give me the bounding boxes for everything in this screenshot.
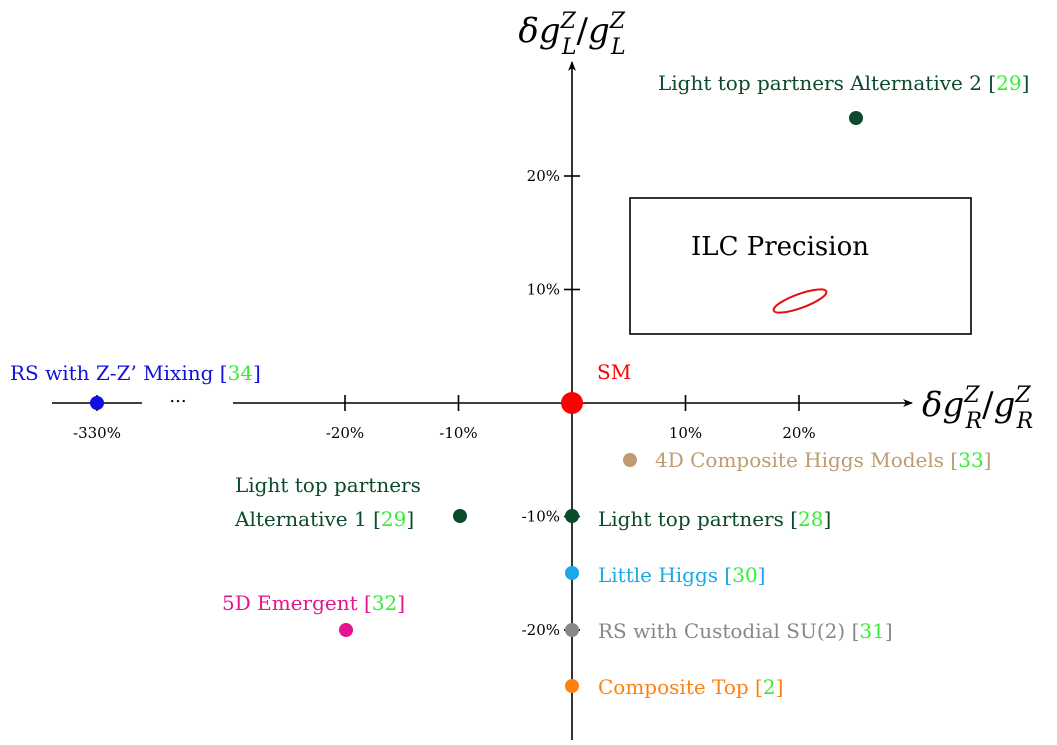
y-axis-title-sup: Z <box>560 9 577 34</box>
bracket-close: ] <box>1022 71 1030 95</box>
point-label: RS with Z-Z’ Mixing [34] <box>10 361 261 385</box>
citation-ref[interactable]: 31 <box>859 619 884 643</box>
point-label: Light top partners Alternative 2 [29] <box>658 71 1029 95</box>
bracket-open: [ <box>790 507 798 531</box>
precision-box-label: ILC Precision <box>691 232 869 262</box>
citation-ref[interactable]: 32 <box>372 591 397 615</box>
point-label-name: RS with Custodial SU(2) <box>598 619 852 643</box>
data-point <box>339 623 353 637</box>
precision-ellipse <box>772 288 828 314</box>
citation-ref[interactable]: 30 <box>732 563 757 587</box>
bracket-open: [ <box>364 591 372 615</box>
x-axis-title-sep: / <box>982 385 994 425</box>
x-tick-label: 20% <box>782 424 815 442</box>
x-tick-label: 10% <box>669 424 702 442</box>
y-tick-label: -10% <box>522 508 560 526</box>
precision-box-group: ILC Precision <box>629 197 972 335</box>
point-label-name: Composite Top <box>598 675 755 699</box>
x-axis-title-base: δg <box>922 385 964 425</box>
y-axis-title: δgZ L/gZ L <box>518 9 625 60</box>
y-tick-label: 10% <box>527 281 560 299</box>
citation-ref[interactable]: 2 <box>763 675 776 699</box>
point-label-name: Little Higgs <box>598 563 724 587</box>
point-label-name: Alternative 1 <box>234 507 373 531</box>
data-point <box>565 566 579 580</box>
bracket-close: ] <box>776 675 784 699</box>
data-point <box>849 111 863 125</box>
bracket-open: [ <box>852 619 860 643</box>
point-label: 4D Composite Higgs Models [33] <box>655 448 991 472</box>
y-axis-title-sep: / <box>577 11 589 51</box>
point-label-name: 5D Emergent <box>222 591 364 615</box>
x-axis-title-sub: R <box>965 409 983 434</box>
x-axis-title-sup: Z <box>963 383 980 408</box>
y-axis-title-base: δg <box>518 11 560 51</box>
point-label-name: SM <box>597 360 631 384</box>
point-label: SM <box>597 360 631 384</box>
data-point <box>565 509 579 523</box>
y-tick-label: -20% <box>522 621 560 639</box>
x-tick-label-break: -330% <box>73 424 121 442</box>
citation-ref[interactable]: 29 <box>996 71 1021 95</box>
y-tick-label: 20% <box>527 167 560 185</box>
point-label: Composite Top [2] <box>598 675 783 699</box>
bracket-close: ] <box>406 507 414 531</box>
y-axis-title-sup2: Z <box>609 9 626 34</box>
point-label-name: RS with Z-Z’ Mixing <box>10 361 220 385</box>
bracket-open: [ <box>950 448 958 472</box>
point-label: 5D Emergent [32] <box>222 591 405 615</box>
point-label-name: Light top partners <box>235 473 421 497</box>
x-axis-title-sup2: Z <box>1014 383 1031 408</box>
point-label: RS with Custodial SU(2) [31] <box>598 619 893 643</box>
point-label-name: Light top partners <box>598 507 790 531</box>
bracket-close: ] <box>984 448 992 472</box>
x-tick-label: -20% <box>326 424 364 442</box>
bracket-open: [ <box>220 361 228 385</box>
point-label-name: Light top partners Alternative 2 <box>658 71 988 95</box>
x-axis-title-base2: g <box>994 385 1016 425</box>
y-axis-title-sub: L <box>561 35 577 60</box>
citation-ref[interactable]: 29 <box>381 507 406 531</box>
x-tick-label: -10% <box>439 424 477 442</box>
citation-ref[interactable]: 28 <box>798 507 823 531</box>
data-point <box>453 509 467 523</box>
data-point <box>561 392 583 414</box>
citation-ref[interactable]: 34 <box>228 361 253 385</box>
y-axis-title-sub2: L <box>610 35 626 60</box>
bracket-open: [ <box>755 675 763 699</box>
data-point <box>623 453 637 467</box>
x-axis-title-sub2: R <box>1016 409 1034 434</box>
points <box>90 111 863 693</box>
bracket-close: ] <box>253 361 261 385</box>
x-ticks: -20% -10% 10% 20% <box>96 395 816 442</box>
point-label-name: 4D Composite Higgs Models <box>655 448 950 472</box>
point-label: Light top partners <box>235 473 421 497</box>
point-label: Light top partners [28] <box>598 507 831 531</box>
bracket-close: ] <box>758 563 766 587</box>
data-point <box>565 679 579 693</box>
point-label: Little Higgs [30] <box>598 563 765 587</box>
data-point <box>90 396 104 410</box>
axis-break-ellipsis: ... <box>169 386 186 407</box>
bracket-open: [ <box>724 563 732 587</box>
precision-box <box>629 197 972 335</box>
point-label: Alternative 1 [29] <box>234 507 414 531</box>
bracket-close: ] <box>397 591 405 615</box>
y-axis-title-base2: g <box>588 11 610 51</box>
data-point <box>565 623 579 637</box>
bracket-close: ] <box>823 507 831 531</box>
citation-ref[interactable]: 33 <box>958 448 983 472</box>
bracket-open: [ <box>373 507 381 531</box>
x-axis-title: δgZ R/gZ R <box>922 383 1033 434</box>
bracket-close: ] <box>885 619 893 643</box>
bracket-open: [ <box>988 71 996 95</box>
